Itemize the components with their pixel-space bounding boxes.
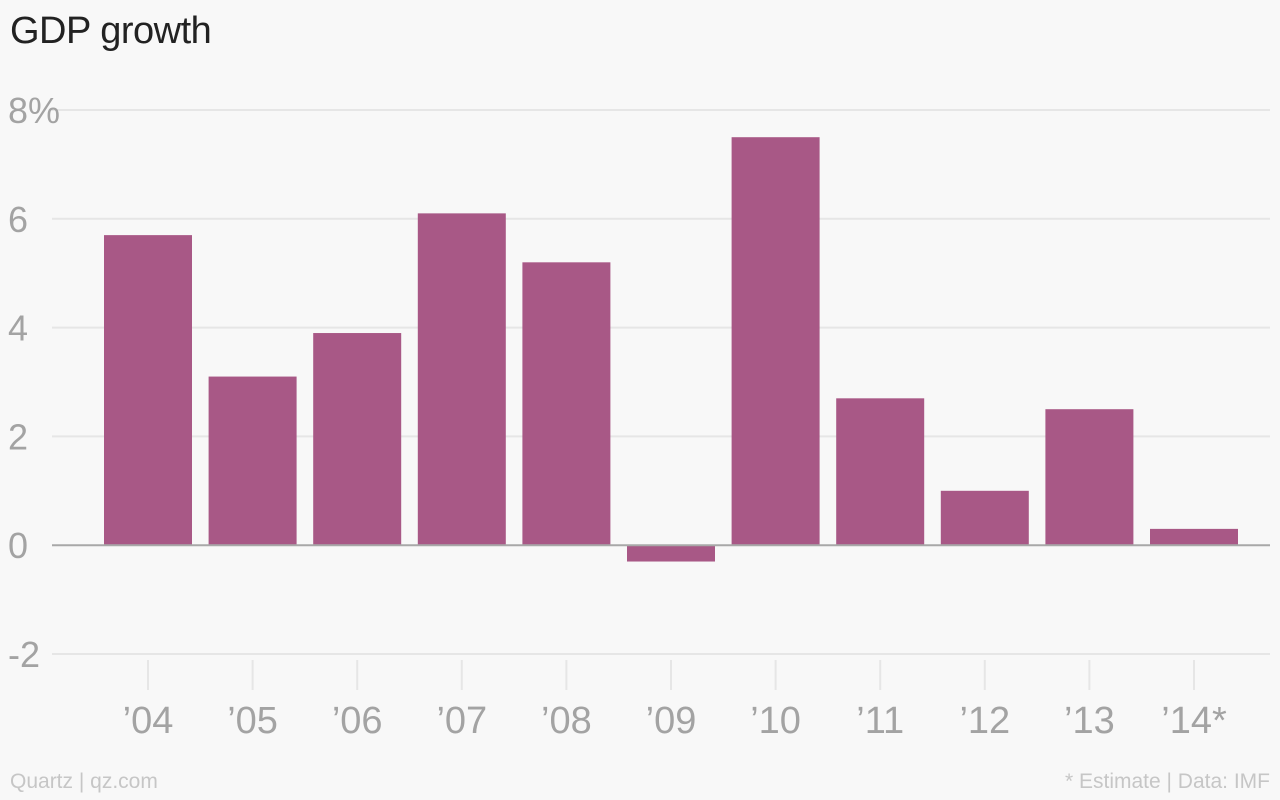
x-tick-label: ’12 <box>959 700 1010 742</box>
bar <box>731 137 820 546</box>
y-tick-label: 8% <box>8 90 60 131</box>
bar <box>208 376 297 546</box>
x-axis-ticks <box>147 660 1195 690</box>
y-tick-label: 4 <box>8 308 28 349</box>
data-source-note: * Estimate | Data: IMF <box>1064 770 1270 793</box>
bar <box>836 398 925 546</box>
x-tick-label: ’08 <box>541 700 592 742</box>
bar <box>1045 409 1134 546</box>
source-credit: Quartz | qz.com <box>10 770 158 793</box>
y-tick-label: 0 <box>8 525 28 566</box>
x-tick-label: ’13 <box>1064 700 1115 742</box>
chart-title: GDP growth <box>10 10 212 52</box>
x-tick-label: ’14* <box>1161 700 1227 742</box>
bar <box>417 213 506 546</box>
x-tick-label: ’04 <box>123 700 174 742</box>
bar <box>104 235 192 546</box>
x-tick-label: ’11 <box>856 700 904 742</box>
bar <box>313 333 402 546</box>
bar <box>627 545 715 562</box>
x-tick-label: ’10 <box>750 700 801 742</box>
y-tick-label: 2 <box>8 416 28 457</box>
bar <box>940 490 1029 546</box>
y-tick-label: 6 <box>8 199 28 240</box>
bar <box>522 262 611 546</box>
y-tick-label: -2 <box>8 634 40 675</box>
bar <box>1150 528 1238 546</box>
x-tick-label: ’09 <box>646 700 697 742</box>
x-tick-label: ’05 <box>227 700 278 742</box>
y-axis-labels: 8% 6 4 2 0 -2 <box>8 90 60 675</box>
x-axis-labels: ’04 ’05 ’06 ’07 ’08 ’09 ’10 ’11 ’12 ’13 ’14* <box>123 700 1227 742</box>
bars <box>104 137 1238 562</box>
x-tick-label: ’06 <box>332 700 383 742</box>
x-tick-label: ’07 <box>436 700 487 742</box>
